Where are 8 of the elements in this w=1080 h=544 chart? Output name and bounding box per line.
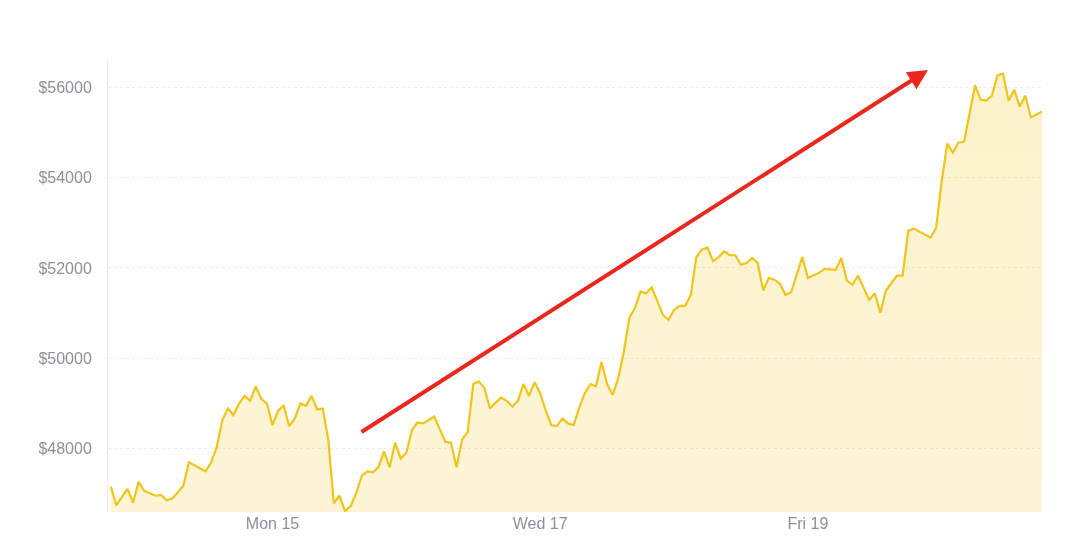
y-tick-label: $54000 [38,169,92,187]
y-tick-label: $48000 [38,440,92,458]
y-tick-label: $52000 [38,259,92,277]
x-tick-label: Fri 19 [787,515,829,532]
y-tick-label: $56000 [38,78,92,96]
y-tick-label: $50000 [38,349,92,367]
x-tick-label: Mon 15 [245,515,300,532]
x-tick-label: Wed 17 [512,515,568,532]
